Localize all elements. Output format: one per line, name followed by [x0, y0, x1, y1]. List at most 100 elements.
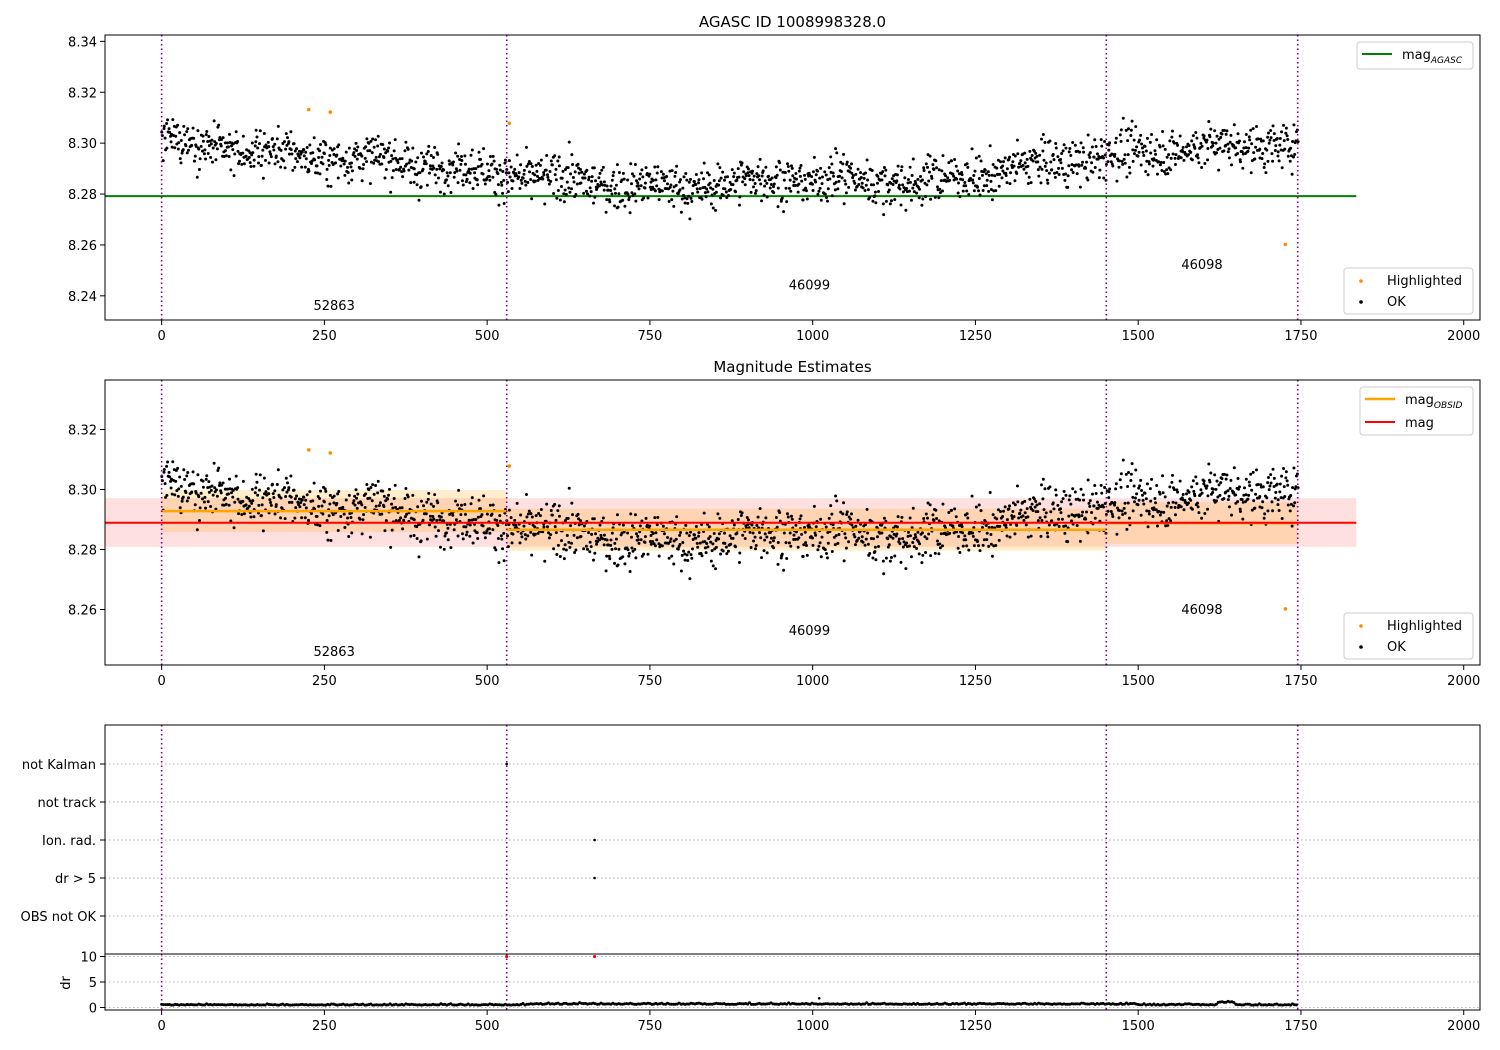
ok-point — [1266, 476, 1270, 480]
ok-point — [1228, 140, 1232, 144]
ok-point — [190, 490, 194, 494]
ok-point — [524, 145, 528, 149]
ok-point — [415, 183, 419, 187]
ok-point — [302, 154, 306, 158]
ok-point — [350, 161, 354, 165]
ok-point — [610, 547, 614, 551]
ok-point — [509, 516, 513, 520]
ok-point — [1272, 132, 1276, 136]
ok-point — [1155, 524, 1159, 528]
ok-point — [206, 486, 210, 490]
ok-point — [843, 179, 847, 183]
ok-point — [582, 172, 586, 176]
y-tick-label: 5 — [89, 976, 97, 991]
ok-point — [592, 166, 596, 170]
ok-point — [321, 162, 325, 166]
ok-point — [442, 547, 446, 551]
ok-point — [416, 505, 420, 509]
ok-point — [568, 190, 572, 194]
ok-point — [657, 554, 661, 558]
ok-point — [210, 484, 214, 488]
ok-point — [464, 173, 468, 177]
ok-point — [403, 149, 407, 153]
ok-point — [415, 173, 419, 177]
ok-point — [457, 488, 461, 492]
ok-point — [463, 512, 467, 516]
ok-point — [864, 171, 868, 175]
ok-point — [998, 524, 1002, 528]
ok-point — [201, 134, 205, 138]
ok-point — [455, 169, 459, 173]
ok-point — [325, 530, 329, 534]
ok-point — [1122, 157, 1126, 161]
ok-point — [984, 524, 988, 528]
ok-point — [347, 535, 351, 539]
ok-point — [615, 163, 619, 167]
ok-point — [1268, 138, 1272, 142]
ok-point — [442, 519, 446, 523]
ok-point — [645, 523, 649, 527]
ok-point — [835, 151, 839, 155]
ok-point — [790, 166, 794, 170]
ok-point — [865, 507, 869, 511]
ok-point — [304, 157, 308, 161]
ok-point — [1186, 501, 1190, 505]
ok-point — [926, 516, 930, 520]
ok-point — [1229, 478, 1233, 482]
ok-point — [299, 152, 303, 156]
ok-point — [315, 164, 319, 168]
ok-point — [1135, 492, 1139, 496]
ok-point — [1001, 514, 1005, 518]
ok-point — [390, 176, 394, 180]
ok-point — [1039, 483, 1043, 487]
ok-point — [820, 535, 824, 539]
ok-point — [1057, 166, 1061, 170]
ok-point — [192, 482, 196, 486]
ok-point — [548, 169, 552, 173]
ok-point — [443, 181, 447, 185]
ok-point — [914, 181, 918, 185]
ok-point — [958, 195, 962, 199]
ok-point — [1291, 140, 1295, 144]
ok-point — [343, 159, 347, 163]
ok-point — [459, 162, 463, 166]
ok-point — [1050, 168, 1054, 172]
ok-point — [523, 179, 527, 183]
ok-point — [1266, 131, 1270, 135]
x-tick-label: 750 — [638, 1019, 663, 1034]
ok-point — [825, 556, 829, 560]
ok-point — [530, 197, 534, 201]
ok-point — [185, 499, 189, 503]
ok-point — [844, 182, 848, 186]
ok-point — [937, 168, 941, 172]
ok-point — [838, 174, 842, 178]
ok-point — [377, 160, 381, 164]
ok-point — [1227, 156, 1231, 160]
ok-point — [636, 184, 640, 188]
ok-point — [696, 545, 700, 549]
ok-point — [491, 154, 495, 158]
ok-point — [683, 201, 687, 205]
ok-point — [1008, 155, 1012, 159]
ok-point — [695, 187, 699, 191]
ok-point — [1096, 506, 1100, 510]
ok-point — [1217, 168, 1221, 172]
ok-point — [630, 535, 634, 539]
ok-point — [776, 186, 780, 190]
ok-point — [574, 192, 578, 196]
ok-point — [792, 533, 796, 537]
ok-point — [1040, 518, 1044, 522]
ok-point — [831, 523, 835, 527]
ok-point — [248, 151, 252, 155]
ok-point — [1071, 171, 1075, 175]
ok-point — [436, 176, 440, 180]
ok-point — [438, 190, 442, 194]
ok-point — [802, 543, 806, 547]
ok-point — [597, 184, 601, 188]
ok-point — [1064, 146, 1068, 150]
ok-point — [324, 489, 328, 493]
ok-point — [589, 545, 593, 549]
ok-point — [1252, 499, 1256, 503]
x-tick-label: 250 — [312, 1019, 337, 1034]
